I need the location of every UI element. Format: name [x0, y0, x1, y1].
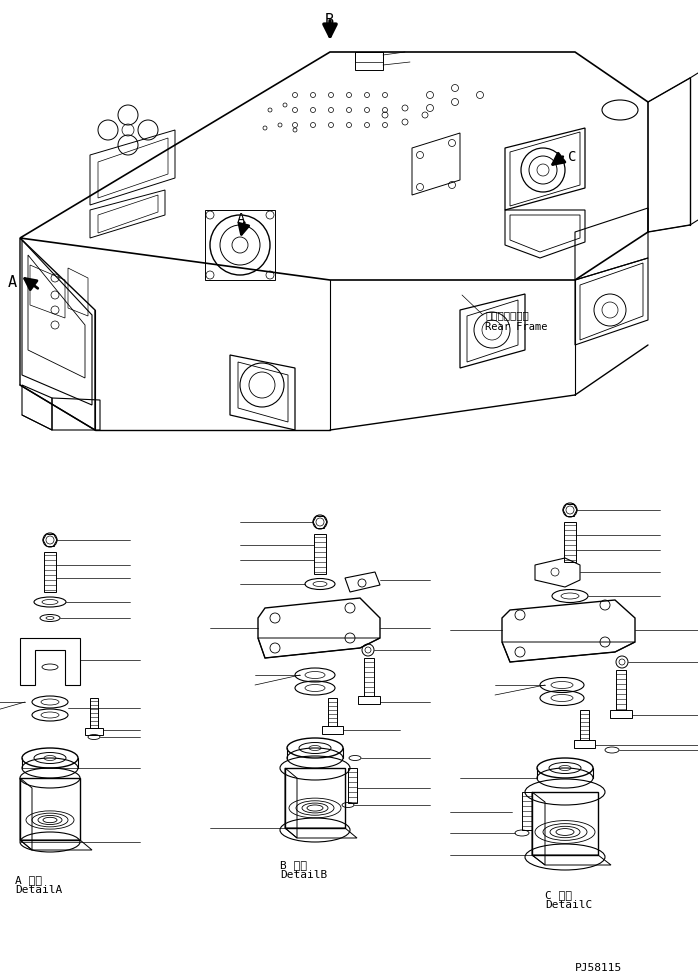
Bar — [522, 792, 532, 830]
Bar — [328, 698, 337, 726]
Bar — [564, 522, 576, 562]
Bar — [364, 658, 374, 696]
Bar — [355, 52, 383, 70]
Bar — [90, 698, 98, 728]
Bar — [85, 728, 103, 735]
Bar — [616, 670, 626, 710]
Text: DetailA: DetailA — [15, 885, 62, 895]
Text: C 詳細: C 詳細 — [545, 890, 572, 900]
Text: A: A — [237, 212, 246, 226]
Text: DetailC: DetailC — [545, 900, 592, 910]
Bar — [348, 768, 357, 803]
Bar — [580, 710, 589, 740]
Text: Rear Frame: Rear Frame — [485, 322, 547, 332]
Bar — [358, 696, 380, 704]
Text: リヤーフレーム: リヤーフレーム — [485, 310, 529, 320]
Bar — [355, 52, 383, 62]
Text: C: C — [568, 150, 577, 164]
Bar — [44, 552, 56, 592]
Text: B 詳細: B 詳細 — [280, 860, 307, 870]
Text: DetailB: DetailB — [280, 870, 327, 880]
Text: PJ58115: PJ58115 — [575, 963, 622, 973]
Bar — [574, 740, 595, 748]
Bar — [610, 710, 632, 718]
Text: A 詳細: A 詳細 — [15, 875, 42, 885]
Bar — [322, 726, 343, 734]
Bar — [314, 534, 326, 574]
Text: B: B — [325, 13, 334, 28]
Text: A: A — [8, 275, 17, 290]
